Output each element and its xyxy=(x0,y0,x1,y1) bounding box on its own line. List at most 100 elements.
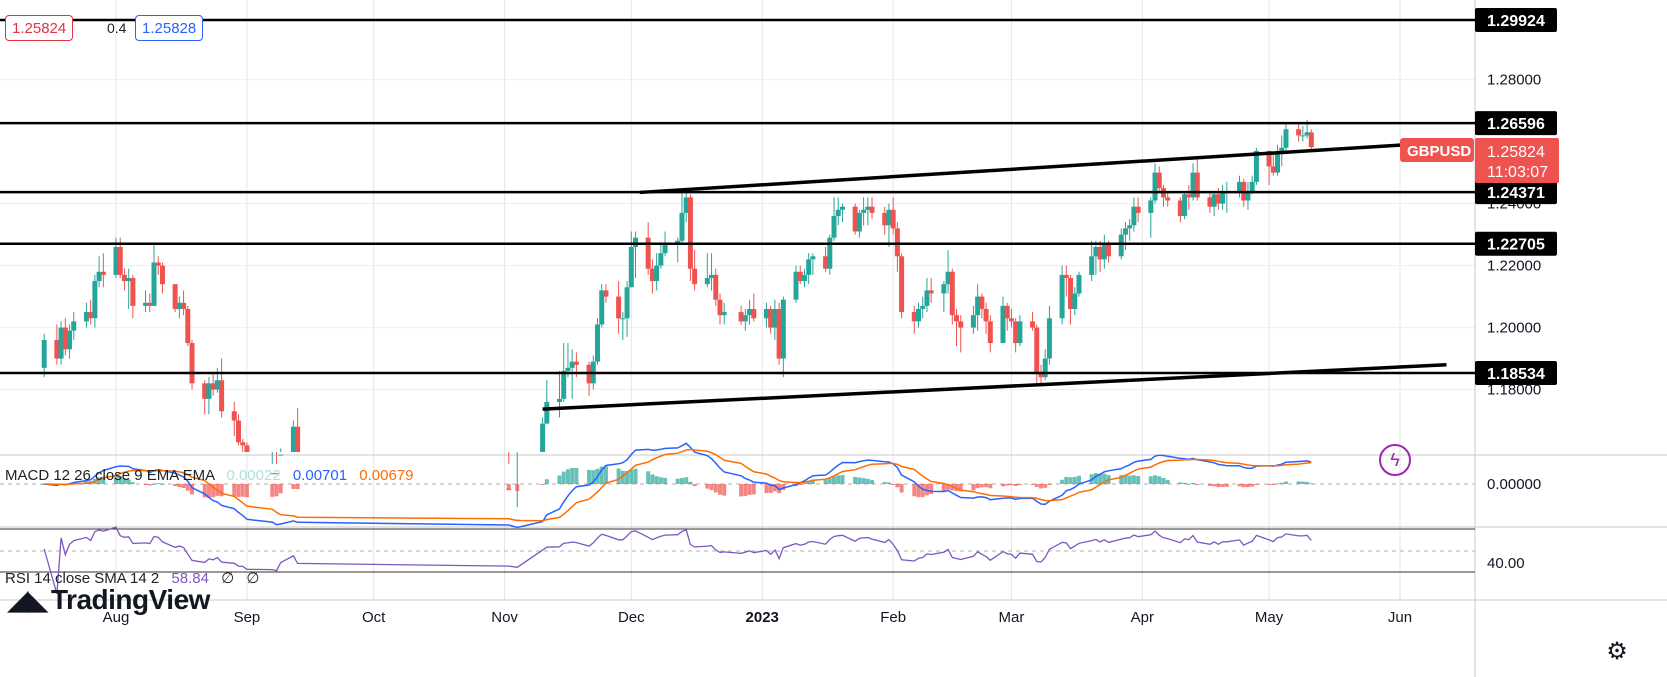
time-tick-label: May xyxy=(1255,609,1284,626)
candle-body xyxy=(1249,181,1255,192)
macd-hist-bar xyxy=(291,484,296,489)
candle-body xyxy=(1182,194,1188,216)
candle-body xyxy=(683,197,689,213)
macd-hist-bar xyxy=(1077,475,1081,484)
countdown-label: 11:03:07 xyxy=(1487,164,1548,181)
macd-hist-bar xyxy=(1279,482,1284,484)
candle-body xyxy=(561,370,567,399)
lightning-icon[interactable]: ϟ xyxy=(1379,444,1411,476)
macd-hist-bar xyxy=(152,483,157,485)
macd-hist-bar xyxy=(1250,484,1255,487)
rsi-value: 58.84 xyxy=(171,570,209,587)
macd-hist-bar xyxy=(515,484,520,491)
macd-hist-bar xyxy=(679,478,684,484)
candle-body xyxy=(810,256,816,260)
candle-body xyxy=(181,302,187,309)
candle-body xyxy=(143,302,149,306)
macd-hist-bar xyxy=(798,484,803,485)
candle-body xyxy=(1122,228,1128,235)
candle-body xyxy=(979,296,985,309)
candle-body xyxy=(540,423,546,452)
macd-hist-bar xyxy=(722,484,727,496)
macd-hist-bar xyxy=(971,484,976,491)
candle-body xyxy=(117,246,123,275)
macd-hist-bar xyxy=(1309,483,1314,485)
macd-hist-bar xyxy=(544,479,549,484)
candle-body xyxy=(126,277,132,282)
candle-body xyxy=(1253,150,1259,182)
macd-line-value: 0.00701 xyxy=(292,467,348,484)
candle-body xyxy=(624,287,630,319)
macd-hist-bar xyxy=(975,484,980,489)
candle-body xyxy=(987,321,993,344)
candle-body xyxy=(1296,129,1302,136)
level-label: 1.24371 xyxy=(1487,185,1545,202)
candle-body xyxy=(839,206,845,210)
macd-group xyxy=(42,442,1314,529)
macd-hist-bar xyxy=(160,483,165,485)
macd-hist-bar xyxy=(633,468,638,484)
macd-hist-bar xyxy=(899,484,904,493)
candles-group xyxy=(41,119,1314,521)
macd-hist-bar xyxy=(1186,483,1191,485)
candle-body xyxy=(692,268,698,285)
macd-legend[interactable]: MACD 12 26 close 9 EMA EMA 0.00022 0.007… xyxy=(5,467,413,484)
level-label: 1.18534 xyxy=(1487,366,1545,383)
time-tick-label: Aug xyxy=(103,609,130,626)
macd-hist-bar xyxy=(1195,484,1200,485)
candle-body xyxy=(983,308,989,322)
macd-hist-bar xyxy=(1305,481,1310,484)
candle-body xyxy=(1000,305,1006,344)
candle-body xyxy=(675,240,681,244)
candle-body xyxy=(1207,197,1213,207)
candle-body xyxy=(645,237,651,269)
macd-hist-bar xyxy=(1093,473,1098,484)
ask-price-box[interactable]: 1.25828 xyxy=(135,15,204,41)
macd-hist-bar xyxy=(232,484,237,497)
ask-price: 1.25828 xyxy=(142,20,197,37)
candle-body xyxy=(1046,318,1052,359)
macd-hist-bar xyxy=(823,479,828,484)
time-tick-label: Oct xyxy=(362,609,386,626)
macd-hist-bar xyxy=(709,484,714,491)
candle-body xyxy=(954,315,960,322)
gear-icon[interactable]: ⚙ xyxy=(1606,638,1628,665)
candle-body xyxy=(772,308,778,328)
rsi-legend[interactable]: RSI 14 close SMA 14 2 58.84 ∅ ∅ xyxy=(5,569,259,587)
candle-body xyxy=(295,426,301,452)
macd-hist-bar xyxy=(599,466,604,484)
candle-body xyxy=(151,262,157,306)
candle-body xyxy=(713,274,719,300)
macd-hist-bar xyxy=(177,484,182,488)
rsi-line xyxy=(43,526,1312,595)
candle-body xyxy=(721,312,727,316)
macd-hist-bar xyxy=(802,482,807,484)
candle-body xyxy=(1106,243,1112,257)
candle-body xyxy=(41,339,47,368)
candle-body xyxy=(1030,321,1036,328)
candle-body xyxy=(742,315,748,322)
candle-body xyxy=(1279,147,1285,151)
macd-hist-bar xyxy=(211,484,216,498)
macd-hist-bar xyxy=(692,484,697,487)
macd-hist-bar xyxy=(1165,479,1170,484)
macd-hist-bar xyxy=(156,483,161,485)
rsi-label: RSI 14 close SMA 14 2 xyxy=(5,570,160,587)
price-tick-label: 1.28000 xyxy=(1487,72,1541,89)
candle-body xyxy=(121,274,127,282)
candle-body xyxy=(780,299,786,359)
candle-body xyxy=(958,321,964,328)
bid-price-box[interactable]: 1.25824 xyxy=(5,15,74,41)
macd-hist-bar xyxy=(946,484,951,490)
candle-body xyxy=(159,265,165,285)
macd-hist-bar xyxy=(912,484,917,497)
candle-body xyxy=(1131,206,1137,226)
candle-body xyxy=(290,426,296,452)
candle-body xyxy=(654,265,660,282)
macd-hist-bar xyxy=(768,484,773,493)
macd-hist-bar xyxy=(705,484,710,489)
macd-hist-bar xyxy=(1191,482,1196,484)
macd-hist-bar xyxy=(1043,484,1048,488)
candle-body xyxy=(916,308,921,322)
